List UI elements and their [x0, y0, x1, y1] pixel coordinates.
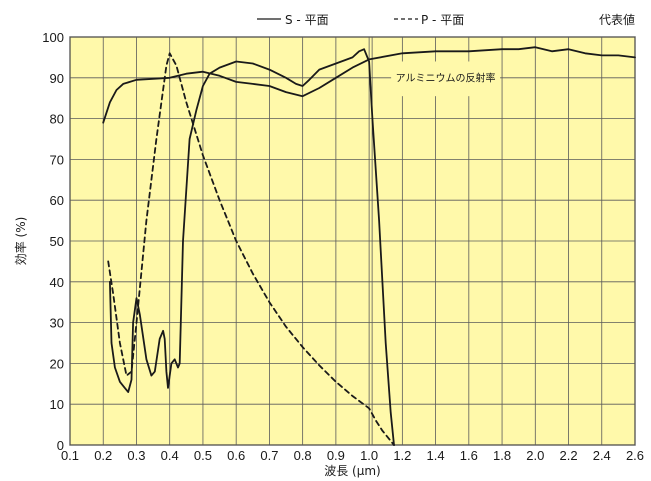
legend: S - 平面 P - 平面 代表値 — [257, 12, 635, 27]
x-tick-label: 2.6 — [626, 448, 644, 463]
x-tick-label: 1.8 — [493, 448, 511, 463]
legend-p-plane-label: P - 平面 — [421, 13, 464, 27]
x-tick-label: 0.6 — [227, 448, 245, 463]
x-tick-label: 1.0 — [360, 448, 378, 463]
x-tick-label: 0.7 — [260, 448, 278, 463]
y-tick-label: 20 — [50, 356, 64, 371]
annotation-background — [391, 61, 501, 97]
series-line-aluminum-reflectance — [102, 46, 636, 124]
y-axis-title: 効率 (%) — [13, 217, 28, 266]
y-tick-label: 30 — [50, 316, 64, 331]
x-tick-label: 1.4 — [427, 448, 445, 463]
grid-lines — [69, 36, 636, 446]
annotation-label: アルミニウムの反射率 — [396, 72, 496, 85]
x-tick-label: 2.2 — [559, 448, 577, 463]
y-tick-label: 50 — [50, 234, 64, 249]
y-tick-label: 90 — [50, 71, 64, 86]
series-layer — [102, 46, 636, 446]
y-tick-label: 70 — [50, 152, 64, 167]
y-tick-label: 100 — [42, 30, 64, 45]
y-tick-label: 0 — [57, 438, 64, 453]
x-tick-label: 0.5 — [194, 448, 212, 463]
legend-typical-value-note: 代表値 — [599, 12, 635, 27]
x-axis-title: 波長 (μm) — [324, 464, 381, 478]
y-tick-label: 60 — [50, 193, 64, 208]
series-line-p-plane — [107, 52, 395, 446]
x-tick-label: 2.0 — [526, 448, 544, 463]
series-line-s-plane — [109, 48, 395, 446]
x-tick-label: 2.4 — [593, 448, 611, 463]
y-tick-labels: 0 10 20 30 40 50 60 70 80 90 100 — [42, 30, 64, 453]
aluminum-reflectance-annotation: アルミニウムの反射率 — [391, 61, 501, 97]
x-tick-label: 0.3 — [127, 448, 145, 463]
y-tick-label: 10 — [50, 397, 64, 412]
x-tick-label: 0.4 — [161, 448, 179, 463]
x-tick-label: 0.2 — [94, 448, 112, 463]
x-tick-label: 0.1 — [61, 448, 79, 463]
x-tick-label: 0.9 — [327, 448, 345, 463]
x-tick-labels: 0.1 0.2 0.3 0.4 0.5 0.6 0.7 0.8 0.9 1.0 1.2 1.4 1.6 1… — [61, 448, 644, 463]
x-tick-label: 1.6 — [460, 448, 478, 463]
legend-s-plane-label: S - 平面 — [285, 13, 329, 27]
x-tick-label: 0.8 — [294, 448, 312, 463]
y-tick-label: 40 — [50, 275, 64, 290]
x-tick-label: 1.2 — [393, 448, 411, 463]
y-tick-label: 80 — [50, 112, 64, 127]
